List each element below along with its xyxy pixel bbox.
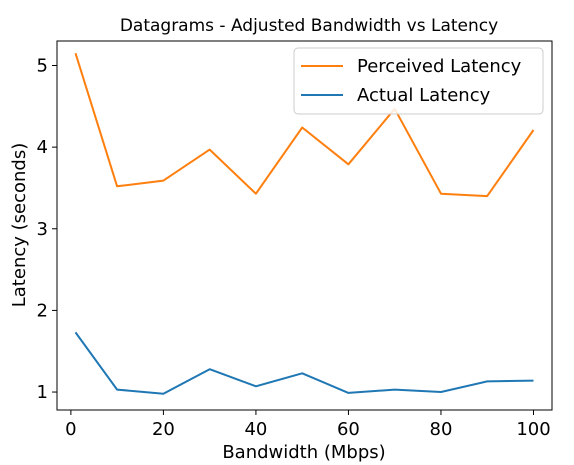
legend-label-perceived: Perceived Latency [357, 56, 522, 77]
series-line-actual-latency [74, 331, 534, 395]
y-tick-label: 2 [37, 300, 48, 321]
x-tick-label: 20 [152, 419, 175, 440]
y-axis-label: Latency (seconds) [9, 143, 30, 308]
x-tick-label: 0 [65, 419, 76, 440]
y-tick-label: 4 [37, 137, 48, 158]
legend-label-actual: Actual Latency [357, 85, 491, 106]
plot-frame [56, 40, 553, 411]
y-tick-label: 3 [37, 219, 48, 240]
chart-title: Datagrams - Adjusted Bandwidth vs Latenc… [120, 16, 498, 36]
legend: Perceived Latency Actual Latency [293, 47, 544, 115]
x-tick-label: 100 [516, 419, 550, 440]
x-tick-label: 40 [244, 419, 267, 440]
y-axis-ticks: 1 2 3 4 5 [37, 55, 57, 403]
x-axis-ticks: 0 20 40 60 80 100 [65, 410, 551, 440]
plot-area: 0 20 40 60 80 100 1 2 3 4 5 [37, 40, 553, 440]
x-tick-label: 60 [337, 419, 360, 440]
legend-box [293, 47, 544, 115]
x-tick-label: 80 [430, 419, 453, 440]
x-axis-label: Bandwidth (Mbps) [222, 442, 385, 463]
series-line-perceived-latency [74, 52, 535, 198]
y-tick-label: 5 [37, 55, 48, 76]
series-layer [74, 52, 535, 395]
y-tick-label: 1 [37, 382, 48, 403]
